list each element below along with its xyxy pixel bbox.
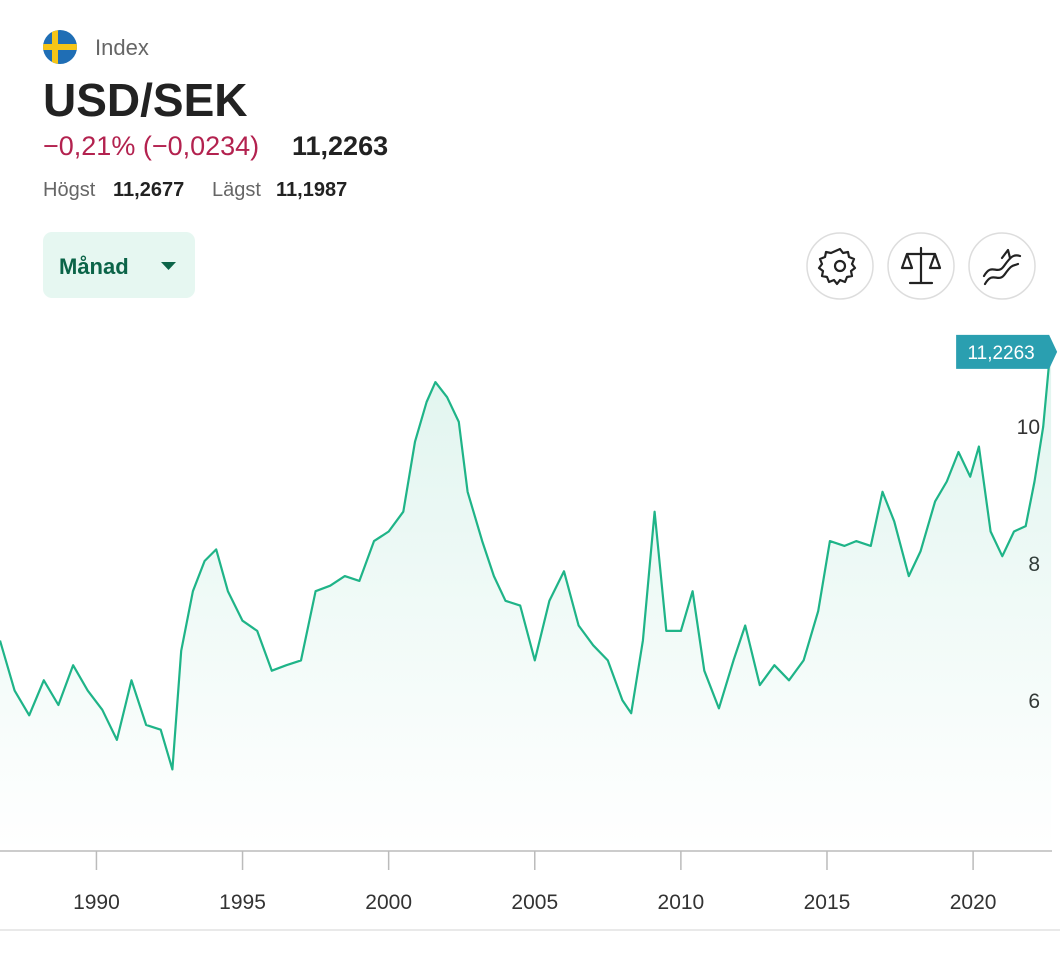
x-tick-label: 2015 [804, 891, 851, 914]
x-tick-label: 2020 [950, 891, 997, 914]
x-tick-label: 2000 [365, 891, 412, 914]
area [0, 341, 1052, 851]
plot: 6810199019952000200520102015202011,2263 [0, 334, 1058, 914]
indicators-button[interactable] [968, 232, 1036, 300]
title: USD/SEK [43, 74, 247, 126]
x-tick-label: 2005 [511, 891, 558, 914]
x-tick-label: 2010 [658, 891, 705, 914]
badge-shape [956, 334, 1058, 369]
settings-button[interactable] [806, 232, 874, 300]
y-tick-label: 10 [1017, 416, 1040, 439]
flag-icon [43, 30, 77, 64]
period-label[interactable]: Månad [59, 254, 129, 279]
high-value: 11,2677 [113, 179, 184, 201]
last-price-badge: 11,2263 [956, 334, 1058, 369]
low-label: Lägst [212, 179, 261, 201]
high-label: Högst [43, 179, 96, 201]
change: −0,21% (−0,0234) [43, 131, 259, 161]
compare-button[interactable] [887, 232, 955, 300]
x-tick-label: 1995 [219, 891, 266, 914]
period-dropdown[interactable]: Månad [43, 232, 195, 298]
category: Index [95, 35, 149, 60]
low-value: 11,1987 [276, 179, 347, 201]
price-line [0, 341, 1053, 771]
x-tick-label: 1990 [73, 891, 120, 914]
badge-label: 11,2263 [967, 343, 1034, 364]
price: 11,2263 [292, 131, 388, 161]
